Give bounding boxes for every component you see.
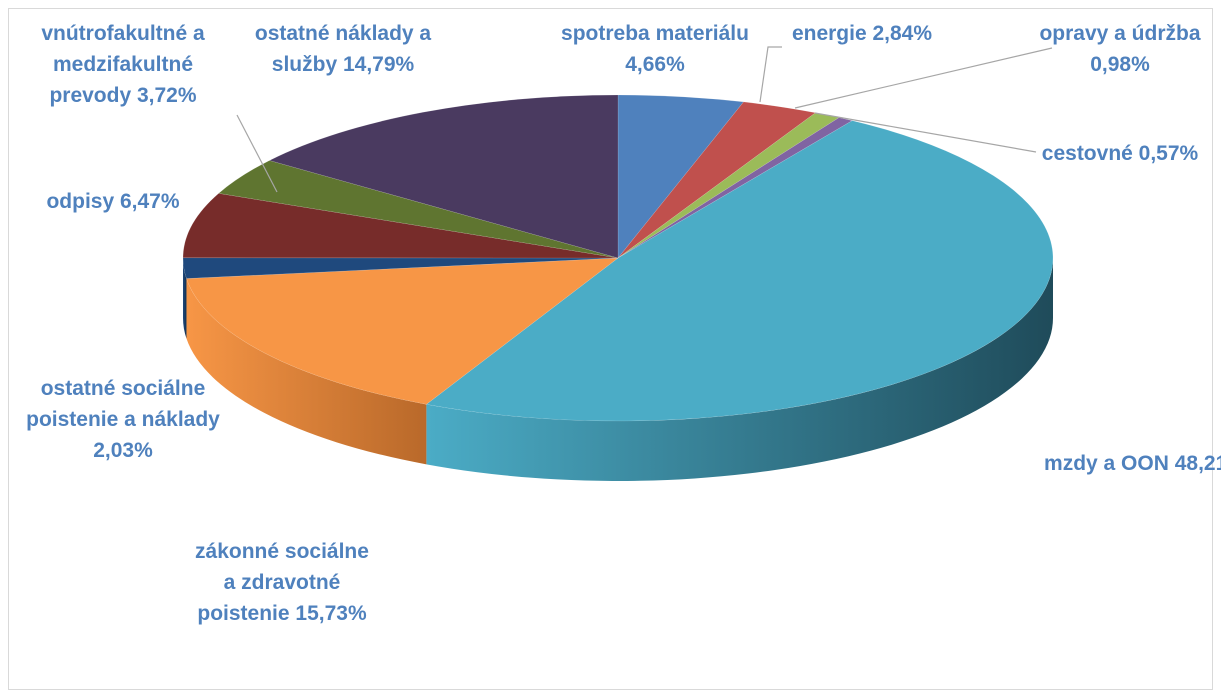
slice-label: ostatné náklady a služby 14,79% — [255, 22, 432, 76]
slice-label: opravy a údržba 0,98% — [1039, 22, 1200, 76]
pie-slice — [425, 120, 1054, 422]
slice-label: spotreba materiálu 4,66% — [561, 22, 749, 76]
leader-line — [794, 47, 1053, 109]
slice-label: odpisy 6,47% — [46, 190, 179, 213]
pie-slice-side — [186, 278, 427, 465]
slice-label: vnútrofakultné a medzifakultné prevody 3,7… — [41, 22, 205, 107]
slice-label: ostatné sociálne poistenie a náklady 2,03% — [26, 377, 220, 462]
slice-label: mzdy a OON 48,21% — [1044, 452, 1221, 475]
pie-slice — [218, 160, 619, 259]
pie-slice-side — [183, 258, 187, 339]
leader-line — [759, 46, 782, 103]
pie-slice — [186, 257, 619, 405]
pie-slice-side — [426, 258, 1053, 482]
leader-line — [814, 112, 1037, 153]
pie-slice — [182, 257, 619, 279]
slice-label: energie 2,84% — [792, 22, 932, 45]
leader-line — [236, 114, 278, 193]
pie-slice — [268, 94, 619, 259]
slice-label: zákonné sociálne a zdravotné poistenie 15,… — [195, 540, 369, 625]
pie-slice — [182, 193, 619, 259]
pie-slice — [617, 94, 745, 259]
slice-label: cestovné 0,57% — [1042, 142, 1199, 165]
